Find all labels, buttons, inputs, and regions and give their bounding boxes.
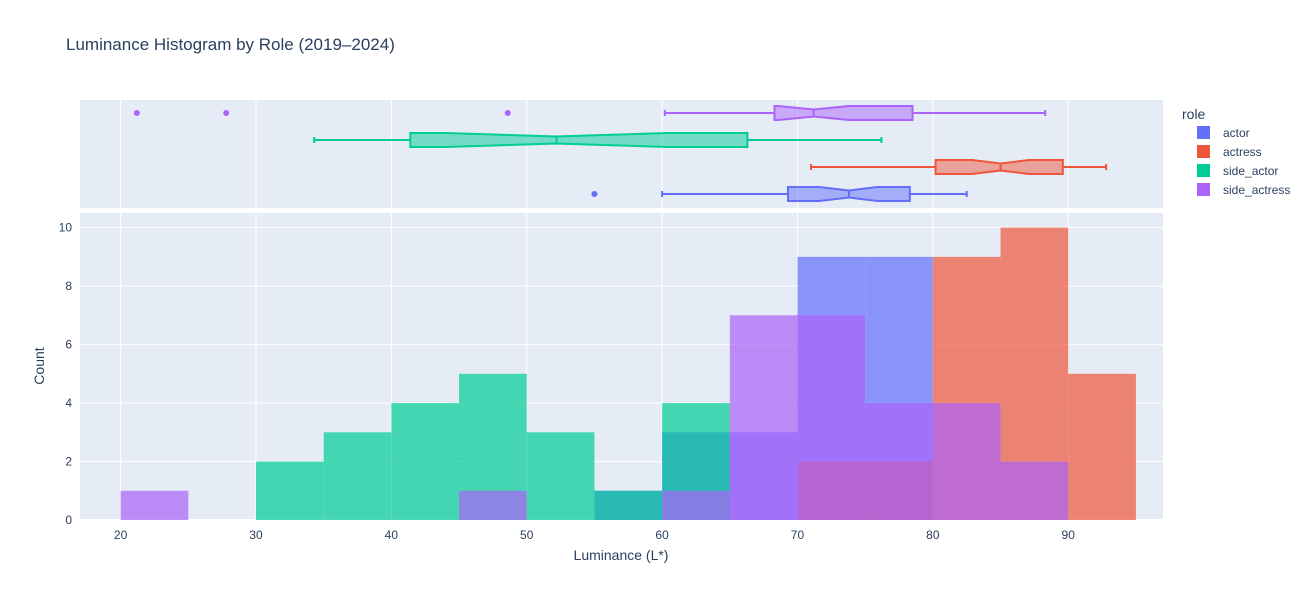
x-tick-label: 60 xyxy=(655,528,669,542)
legend-title: role xyxy=(1182,106,1206,122)
histogram-bar-side_actor xyxy=(391,403,460,520)
legend-item-side_actor[interactable]: side_actor xyxy=(1197,164,1278,178)
box-outlier-side_actress xyxy=(133,110,140,116)
box-outlier-actor xyxy=(591,191,598,197)
legend-label-actress: actress xyxy=(1223,145,1262,159)
y-axis-title: Count xyxy=(31,347,47,384)
legend-label-actor: actor xyxy=(1223,126,1250,140)
y-tick-label: 10 xyxy=(59,221,73,235)
legend-swatch-side_actor xyxy=(1197,164,1210,177)
legend-item-side_actress[interactable]: side_actress xyxy=(1197,183,1290,197)
box-body-side_actor xyxy=(409,132,749,148)
legend-swatch-side_actress xyxy=(1197,183,1210,196)
legend-swatch-actress xyxy=(1197,145,1210,158)
box-body-side_actress xyxy=(773,105,914,121)
histogram-bar-side_actress xyxy=(1000,461,1069,520)
histogram-bar-side_actor xyxy=(255,461,324,520)
histogram-bar-side_actress xyxy=(797,315,866,520)
legend-swatch-actor xyxy=(1197,126,1210,139)
y-tick-label: 8 xyxy=(65,279,72,293)
box-outlier-side_actress xyxy=(223,110,230,116)
y-tick-label: 4 xyxy=(65,396,72,410)
histogram-bar-actress xyxy=(1068,373,1136,520)
histogram-bar-side_actress xyxy=(932,403,1001,520)
legend-items[interactable]: actor actress side_actor side_actress xyxy=(1197,126,1290,197)
x-tick-label: 70 xyxy=(791,528,805,542)
y-tick-label: 0 xyxy=(65,513,72,527)
histogram-bar-side_actor xyxy=(594,490,663,520)
histogram-bar-side_actress xyxy=(865,403,933,520)
x-tick-label: 40 xyxy=(385,528,399,542)
histogram-bar-side_actor xyxy=(526,432,595,520)
histogram-bar-side_actress xyxy=(729,315,798,520)
x-axis-title: Luminance (L*) xyxy=(574,547,669,563)
box-body-actress xyxy=(934,159,1064,175)
y-tick-label: 2 xyxy=(65,455,72,469)
histogram-bar-side_actress xyxy=(120,490,189,520)
legend[interactable]: role actor actress side_actor side_actress xyxy=(1182,106,1290,197)
legend-label-side_actor: side_actor xyxy=(1223,164,1278,178)
axis-ticks: 20 30 40 50 60 70 80 90 0 2 4 6 8 10 xyxy=(59,221,1076,542)
legend-item-actress[interactable]: actress xyxy=(1197,145,1262,159)
box-outlier-side_actress xyxy=(504,110,511,116)
chart-title: Luminance Histogram by Role (2019–2024) xyxy=(66,35,395,54)
x-tick-label: 80 xyxy=(926,528,940,542)
histogram-bar-side_actor xyxy=(323,432,392,520)
marginal-box-plots xyxy=(133,105,1108,202)
histogram-bars xyxy=(120,227,1136,520)
legend-label-side_actress: side_actress xyxy=(1223,183,1290,197)
legend-item-actor[interactable]: actor xyxy=(1197,126,1250,140)
x-tick-label: 30 xyxy=(249,528,263,542)
y-tick-label: 6 xyxy=(65,338,72,352)
x-tick-label: 20 xyxy=(114,528,128,542)
x-tick-label: 90 xyxy=(1062,528,1076,542)
marginal-plot-background xyxy=(80,100,1163,208)
x-tick-label: 50 xyxy=(520,528,534,542)
histogram-bar-side_actress xyxy=(459,490,527,520)
histogram-bar-side_actress xyxy=(662,490,730,520)
